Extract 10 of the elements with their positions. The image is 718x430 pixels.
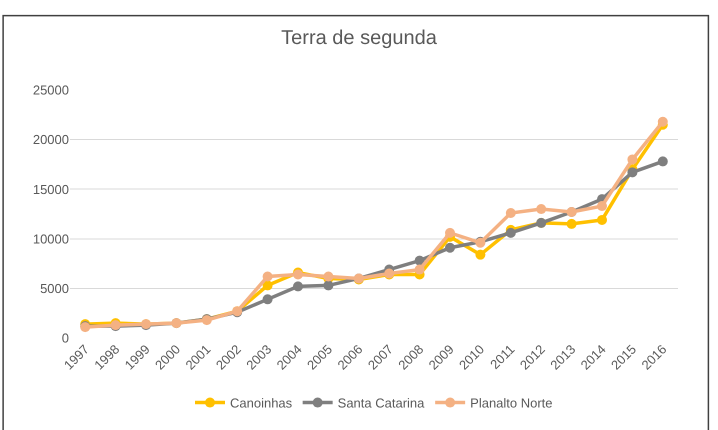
y-tick-label: 5000 bbox=[40, 280, 69, 296]
y-tick-label: 25000 bbox=[32, 82, 69, 98]
legend-label: Santa Catarina bbox=[338, 396, 426, 411]
legend-label: Planalto Norte bbox=[470, 396, 553, 411]
y-tick-label: 10000 bbox=[32, 231, 69, 246]
y-tick-label: 0 bbox=[62, 330, 69, 346]
y-tick-label: 20000 bbox=[32, 132, 69, 148]
legend-label: Canoinhas bbox=[230, 396, 293, 411]
chart-title: Terra de segunda bbox=[281, 27, 438, 50]
y-tick-label: 15000 bbox=[32, 182, 69, 197]
